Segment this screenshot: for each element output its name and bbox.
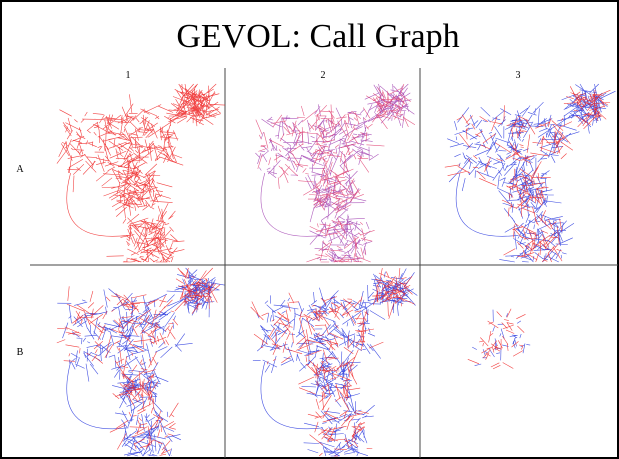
title: GEVOL: Call Graph	[176, 18, 459, 55]
slide-border	[1, 1, 618, 458]
column-label: 3	[516, 70, 521, 81]
slide: GEVOL: Call Graph 1 2 3 A B	[0, 0, 619, 459]
column-label: 1	[126, 70, 131, 81]
column-label: 2	[321, 70, 326, 81]
page: GEVOL: Call Graph 123AB (() => { const d…	[0, 0, 619, 459]
row-label: B	[17, 347, 24, 358]
row-label: A	[16, 164, 24, 175]
